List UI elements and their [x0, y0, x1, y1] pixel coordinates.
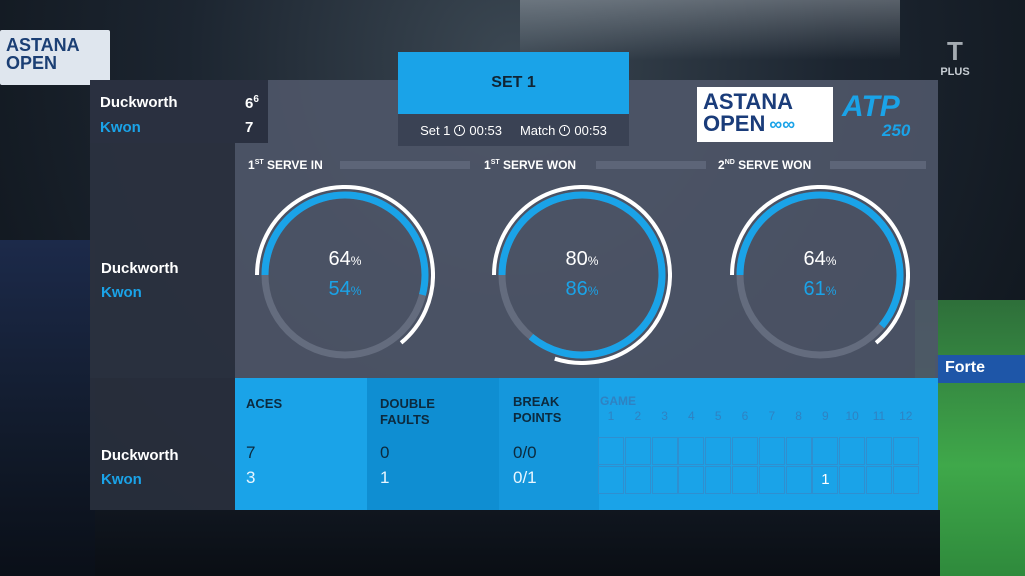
column-shade — [499, 378, 599, 510]
p2-percent: 86% — [565, 278, 599, 300]
game-cell — [598, 466, 624, 494]
ring-second-serve-won: 64% 61% — [730, 185, 910, 365]
break-points-header: BREAK POINTS — [513, 394, 562, 425]
p2-arc — [498, 191, 666, 359]
channel-bug: T PLUS — [940, 36, 970, 78]
label-second-serve-won: 2ND SERVE WON — [718, 158, 812, 172]
p2-break-points: 0/1 — [513, 468, 537, 487]
player2-score: 7 — [245, 119, 254, 136]
game-number: 3 — [661, 409, 668, 423]
column-shade — [367, 378, 499, 510]
ring-first-serve-in: 64% 54% — [255, 185, 435, 365]
arena-light-ring — [520, 0, 900, 60]
divider — [830, 161, 926, 169]
game-cell: 1 — [812, 466, 839, 494]
set-timer: Set 1 00:53 — [420, 122, 502, 138]
p1-percent: 64% — [328, 248, 362, 270]
venue-banner: ASTANA OPEN — [0, 30, 110, 85]
game-number: 9 — [822, 409, 829, 423]
game-cell — [839, 437, 866, 465]
player2-name: Kwon — [100, 119, 141, 136]
p1-aces: 7 — [246, 443, 256, 462]
game-cell — [866, 437, 892, 465]
bottom-stats — [235, 378, 938, 510]
game-number: 10 — [845, 409, 859, 423]
game-number: 4 — [688, 409, 695, 423]
game-cell — [758, 437, 785, 465]
game-cell — [892, 466, 919, 494]
game-cell — [892, 437, 919, 465]
game-cell — [678, 437, 705, 465]
astana-open-logo: ASTANA OPEN ∞∞ — [697, 87, 833, 142]
label-first-serve-in: 1ST SERVE IN — [248, 158, 323, 172]
game-cell — [732, 437, 758, 465]
p1-double-faults: 0 — [380, 443, 390, 462]
p2-double-faults: 1 — [380, 468, 390, 487]
game-number: 12 — [899, 409, 913, 423]
game-number: 2 — [634, 409, 642, 423]
player2-name: Kwon — [101, 284, 142, 301]
game-number: 7 — [768, 409, 776, 423]
game-cell — [839, 466, 866, 494]
atp-logo: ATP 250 — [842, 90, 911, 140]
game-cell — [651, 437, 678, 465]
p2-percent: 61% — [803, 278, 837, 300]
player1-name: Duckworth — [101, 260, 179, 277]
p1-break-points: 0/0 — [513, 443, 537, 462]
game-cell — [866, 466, 892, 494]
p2-percent: 54% — [328, 278, 362, 300]
game-cell — [785, 466, 812, 494]
p1-percent: 80% — [565, 248, 599, 270]
bottom-player-names: Duckworth Kwon — [101, 444, 179, 492]
p1-arc — [255, 185, 435, 345]
ring-player-names: Duckworth Kwon — [101, 257, 179, 305]
stands-bottom — [95, 510, 940, 576]
ring-chart — [730, 185, 910, 359]
scoreboard: Duckworth 66 Kwon 7 — [90, 80, 268, 143]
game-cell — [678, 466, 705, 494]
p1-arc — [730, 185, 910, 345]
game-cell — [598, 437, 624, 465]
stopwatch-icon — [454, 124, 466, 136]
stopwatch-icon — [559, 124, 571, 136]
game-number: 5 — [714, 409, 722, 423]
player1-score: 66 — [245, 94, 259, 112]
stands-left — [0, 240, 95, 576]
double-faults-header: DOUBLE FAULTS — [380, 396, 435, 427]
player2-name: Kwon — [101, 471, 142, 488]
game-cell — [785, 437, 812, 465]
ring-chart — [255, 185, 435, 359]
player1-name: Duckworth — [101, 447, 179, 464]
divider — [340, 161, 470, 169]
game-cell — [624, 466, 651, 494]
label-first-serve-won: 1ST SERVE WON — [484, 158, 577, 172]
game-cell — [732, 466, 758, 494]
game-number: 8 — [795, 409, 802, 423]
sponsor-board: Forte — [935, 355, 1025, 383]
p1-arc — [492, 185, 672, 365]
divider — [596, 161, 706, 169]
game-cell — [651, 466, 678, 494]
p2-aces: 3 — [246, 468, 256, 487]
bottom-names-column — [90, 378, 235, 510]
set-title: SET 1 — [398, 52, 629, 114]
game-number: 11 — [872, 409, 886, 423]
ring-first-serve-won: 80% 86% — [492, 185, 672, 365]
player1-name: Duckworth — [100, 94, 178, 111]
game-cell — [758, 466, 785, 494]
aces-header: ACES — [246, 396, 283, 411]
game-number: 6 — [741, 409, 749, 423]
game-header: GAME — [600, 394, 636, 408]
timers-bar: Set 1 00:53 Match 00:53 — [398, 114, 629, 146]
p1-percent: 64% — [803, 248, 837, 270]
game-cell — [812, 437, 839, 465]
ring-chart — [492, 185, 672, 365]
game-cell — [705, 466, 732, 494]
game-cell — [624, 437, 651, 465]
p2-arc — [736, 191, 904, 329]
game-cell — [705, 437, 732, 465]
game-number: 1 — [607, 409, 615, 423]
p2-arc — [261, 191, 429, 296]
match-timer: Match 00:53 — [519, 122, 607, 138]
